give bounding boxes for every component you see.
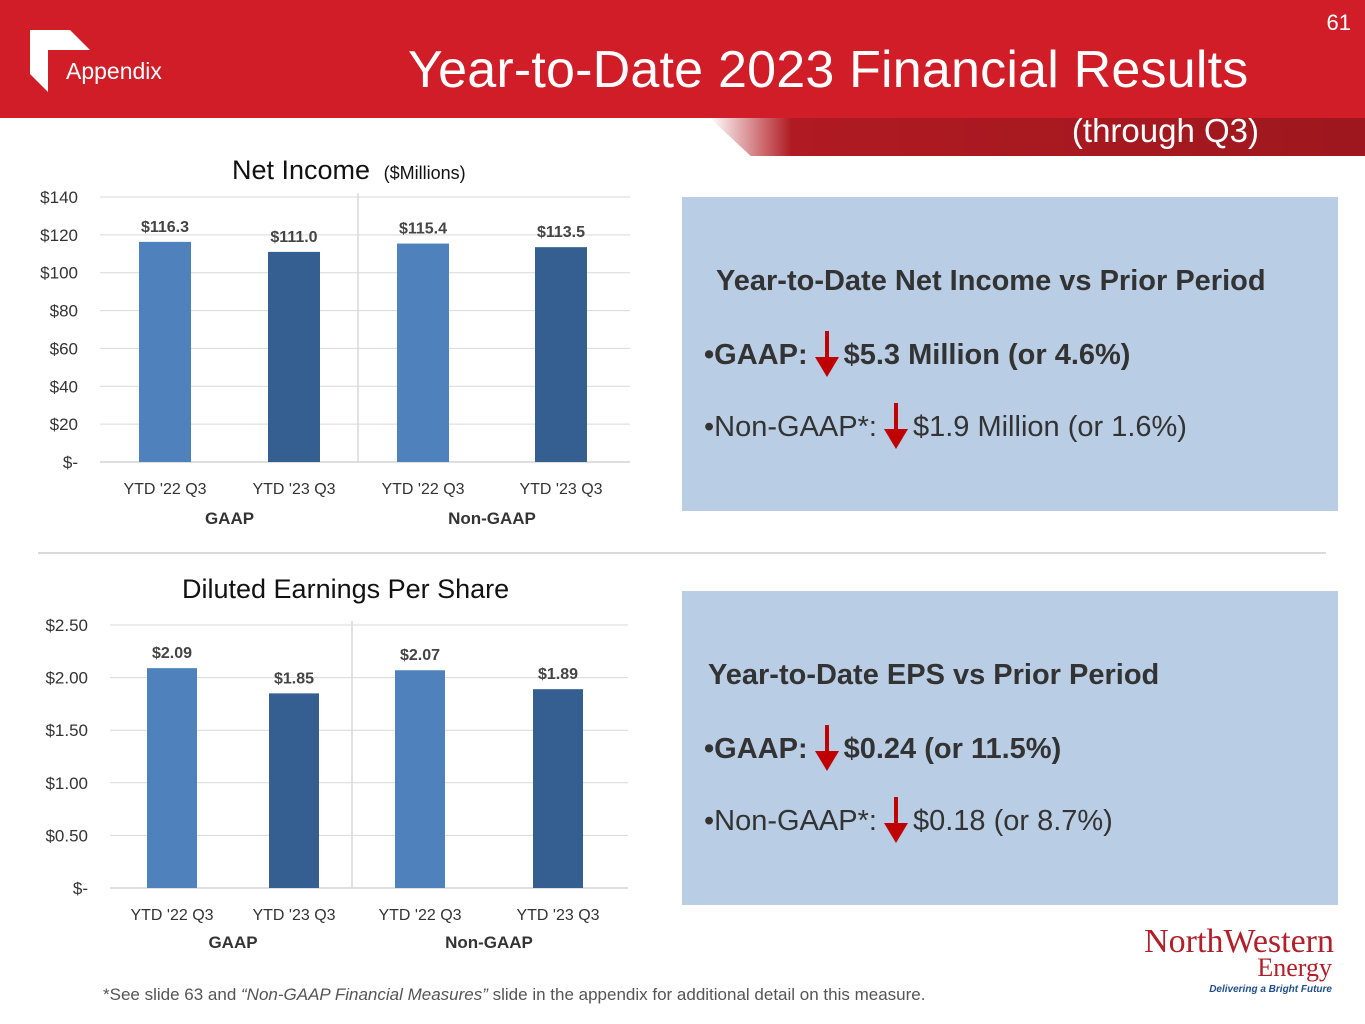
gaap-label: •GAAP:	[704, 732, 808, 765]
nongaap-label: •Non-GAAP*:	[704, 410, 877, 443]
bar	[139, 241, 191, 462]
footnote: *See slide 63 and “Non-GAAP Financial Me…	[103, 985, 925, 1005]
bar	[397, 243, 449, 462]
y-tick-label: $120	[40, 226, 78, 245]
y-tick-label: $-	[63, 453, 78, 472]
y-tick-label: $1.00	[45, 774, 88, 793]
y-tick-label: $100	[40, 264, 78, 283]
gaap-line: •GAAP: $5.3 Million (or 4.6%)	[704, 331, 1130, 379]
data-label: $115.4	[399, 221, 447, 238]
nongaap-line: •Non-GAAP*: $1.9 Million (or 1.6%)	[704, 403, 1187, 451]
bar	[533, 689, 583, 888]
data-label: $1.89	[538, 666, 578, 683]
category-label: YTD '22 Q3	[130, 907, 213, 924]
y-tick-label: $-	[73, 879, 88, 898]
net-income-chart: Net Income ($Millions) $- $20 $40 $60 $80 $10…	[40, 155, 630, 528]
y-tick-label: $140	[40, 188, 78, 207]
nongaap-label: •Non-GAAP*:	[704, 804, 877, 837]
data-label: $111.0	[270, 229, 317, 246]
data-label: $2.09	[152, 645, 192, 662]
appendix-logo-icon	[30, 30, 90, 92]
chart-title-units: ($Millions)	[384, 163, 466, 183]
category-label: YTD '22 Q3	[378, 907, 461, 924]
y-tick-label: $2.00	[45, 669, 88, 688]
eps-chart: Diluted Earnings Per Share $- $0.50 $1.00 $…	[45, 574, 628, 952]
gaap-label: •GAAP:	[704, 338, 808, 371]
data-label: $113.5	[537, 224, 585, 241]
y-tick-label: $1.50	[45, 721, 88, 740]
section-label: Appendix	[66, 58, 162, 84]
data-label: $2.07	[400, 647, 440, 664]
page-number: 61	[1326, 10, 1351, 35]
panel-heading: Year-to-Date Net Income vs Prior Period	[716, 265, 1266, 297]
bar	[535, 247, 587, 462]
bar	[268, 251, 320, 462]
y-tick-label: $20	[50, 415, 78, 434]
data-label: $116.3	[141, 219, 189, 236]
chart-title: Net Income ($Millions)	[232, 155, 466, 185]
section-divider	[38, 552, 1326, 554]
nongaap-line: •Non-GAAP*: $0.18 (or 8.7%)	[704, 797, 1113, 845]
bar	[147, 668, 197, 888]
gaap-line: •GAAP: $0.24 (or 11.5%)	[704, 725, 1061, 773]
chart-title-main: Net Income	[232, 155, 370, 185]
nongaap-value: $0.18 (or 8.7%)	[912, 804, 1113, 837]
northwestern-energy-logo: NorthWestern Energy Delivering a Bright …	[1144, 923, 1334, 995]
group-label: GAAP	[205, 509, 254, 528]
brand-energy: Energy	[1257, 953, 1332, 982]
eps-summary-panel: Year-to-Date EPS vs Prior Period •GAAP: …	[682, 591, 1338, 905]
brand-tagline: Delivering a Bright Future	[1209, 984, 1332, 995]
group-label: Non-GAAP	[445, 933, 533, 952]
y-tick-label: $80	[50, 302, 78, 321]
gaap-value: $0.24 (or 11.5%)	[843, 732, 1062, 765]
y-tick-label: $2.50	[45, 616, 88, 635]
group-label: GAAP	[208, 933, 257, 952]
header-bar	[0, 0, 1365, 118]
footnote-italic: “Non-GAAP Financial Measures”	[241, 985, 488, 1004]
data-label: $1.85	[274, 670, 314, 687]
panel-heading: Year-to-Date EPS vs Prior Period	[708, 659, 1160, 691]
page-subtitle: (through Q3)	[1071, 112, 1259, 149]
category-label: YTD '23 Q3	[252, 907, 335, 924]
y-tick-label: $0.50	[45, 826, 88, 845]
footnote-suffix: slide in the appendix for additional det…	[487, 985, 926, 1004]
down-arrow-icon	[814, 725, 839, 771]
down-arrow-icon	[883, 403, 908, 449]
bar	[395, 670, 445, 888]
down-arrow-icon	[814, 331, 839, 377]
category-label: YTD '22 Q3	[123, 481, 206, 498]
category-label: YTD '23 Q3	[519, 481, 602, 498]
category-label: YTD '23 Q3	[252, 481, 335, 498]
page-title: Year-to-Date 2023 Financial Results	[408, 41, 1249, 99]
footnote-prefix: *See slide 63 and	[103, 985, 241, 1004]
bar	[269, 693, 319, 888]
y-tick-label: $40	[50, 377, 78, 396]
down-arrow-icon	[883, 797, 908, 843]
gaap-value: $5.3 Million (or 4.6%)	[843, 338, 1131, 371]
nongaap-value: $1.9 Million (or 1.6%)	[912, 410, 1187, 443]
header-accent-stripe	[709, 118, 1365, 156]
category-label: YTD '23 Q3	[516, 907, 599, 924]
group-label: Non-GAAP	[448, 509, 536, 528]
net-income-summary-panel: Year-to-Date Net Income vs Prior Period …	[682, 197, 1338, 511]
y-tick-label: $60	[50, 339, 78, 358]
brand-name: NorthWestern	[1144, 923, 1334, 960]
chart-title: Diluted Earnings Per Share	[182, 574, 509, 604]
category-label: YTD '22 Q3	[381, 481, 464, 498]
